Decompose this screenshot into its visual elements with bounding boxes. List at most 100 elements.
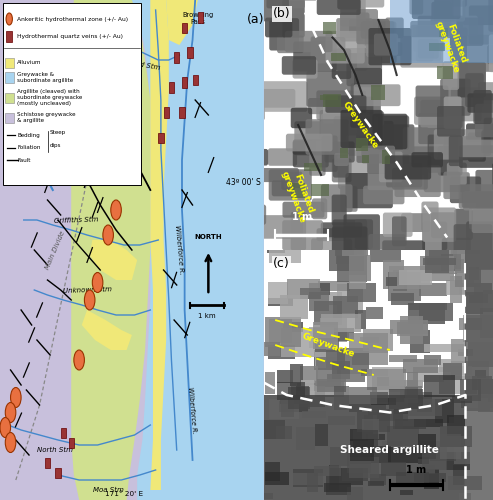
FancyBboxPatch shape [368, 158, 403, 190]
Bar [488, 394, 493, 402]
FancyBboxPatch shape [363, 186, 404, 204]
Bar [476, 245, 493, 268]
Bar [387, 426, 419, 446]
Bar [444, 228, 482, 248]
Bar [198, 12, 203, 22]
Bar [320, 94, 338, 100]
Bar [293, 473, 323, 484]
Text: 1 km: 1 km [198, 312, 216, 318]
Text: Browning
Pass: Browning Pass [182, 12, 213, 26]
Bar [268, 346, 295, 360]
Bar [419, 442, 442, 455]
Bar [423, 469, 439, 488]
Circle shape [5, 432, 16, 452]
FancyBboxPatch shape [383, 124, 415, 164]
Text: Greywacke &
subordinate argillite: Greywacke & subordinate argillite [17, 72, 73, 83]
Bar [383, 260, 404, 290]
FancyBboxPatch shape [443, 62, 459, 90]
FancyBboxPatch shape [394, 166, 441, 197]
Bar [344, 232, 362, 254]
Bar [361, 419, 379, 440]
FancyBboxPatch shape [413, 27, 444, 52]
Bar [296, 386, 309, 400]
Bar [419, 283, 447, 296]
Text: Alluvium: Alluvium [17, 60, 41, 65]
FancyBboxPatch shape [392, 216, 407, 246]
Bar [318, 281, 350, 290]
Bar [465, 250, 493, 500]
FancyBboxPatch shape [380, 42, 402, 56]
Bar [329, 466, 339, 490]
Bar [469, 294, 488, 303]
FancyBboxPatch shape [262, 168, 299, 182]
FancyBboxPatch shape [251, 89, 295, 108]
FancyBboxPatch shape [319, 110, 346, 140]
Text: Greywacke: Greywacke [300, 332, 355, 358]
Bar [314, 350, 345, 370]
Bar [265, 472, 288, 485]
Bar [326, 328, 354, 340]
Bar [443, 366, 472, 374]
FancyBboxPatch shape [252, 149, 268, 166]
Bar [366, 434, 386, 440]
Text: Schistose greywacke
& argillite: Schistose greywacke & argillite [17, 112, 75, 123]
FancyBboxPatch shape [442, 238, 471, 263]
FancyBboxPatch shape [469, 6, 493, 44]
Bar [362, 409, 374, 421]
Bar [463, 316, 493, 342]
FancyBboxPatch shape [443, 172, 460, 199]
Bar [437, 66, 453, 79]
FancyBboxPatch shape [322, 136, 338, 172]
FancyBboxPatch shape [488, 0, 493, 32]
FancyBboxPatch shape [416, 26, 433, 62]
FancyBboxPatch shape [409, 0, 423, 14]
Circle shape [92, 272, 103, 292]
FancyBboxPatch shape [293, 42, 337, 72]
Bar [174, 52, 179, 62]
FancyBboxPatch shape [386, 162, 422, 188]
Text: Wilberforce R.: Wilberforce R. [174, 225, 184, 275]
Bar [333, 296, 358, 318]
FancyBboxPatch shape [492, 163, 493, 191]
FancyBboxPatch shape [418, 16, 433, 46]
Bar [396, 272, 410, 284]
FancyBboxPatch shape [265, 18, 292, 38]
FancyBboxPatch shape [431, 18, 463, 38]
FancyBboxPatch shape [350, 96, 373, 128]
Bar [453, 243, 482, 269]
FancyBboxPatch shape [338, 150, 368, 189]
Bar [451, 339, 465, 363]
FancyBboxPatch shape [367, 112, 384, 142]
FancyBboxPatch shape [277, 36, 304, 53]
FancyBboxPatch shape [462, 0, 493, 25]
Bar [391, 294, 414, 306]
Bar [158, 132, 164, 142]
FancyBboxPatch shape [282, 56, 316, 74]
FancyBboxPatch shape [382, 240, 425, 254]
Bar [377, 410, 408, 421]
FancyBboxPatch shape [250, 100, 265, 120]
Bar [418, 458, 429, 464]
Bar [415, 420, 443, 427]
FancyBboxPatch shape [451, 88, 482, 122]
Bar [408, 400, 442, 416]
Bar [55, 468, 61, 477]
FancyBboxPatch shape [323, 104, 360, 124]
FancyBboxPatch shape [473, 90, 492, 124]
Bar [453, 465, 463, 485]
FancyBboxPatch shape [475, 104, 493, 137]
FancyBboxPatch shape [332, 48, 351, 79]
FancyBboxPatch shape [281, 177, 295, 190]
Bar [267, 232, 285, 254]
FancyBboxPatch shape [455, 136, 491, 154]
Bar [269, 246, 301, 263]
FancyBboxPatch shape [450, 176, 481, 203]
Text: NORTH: NORTH [195, 234, 222, 240]
Bar [430, 452, 457, 462]
Bar [347, 486, 363, 500]
Bar [350, 440, 374, 460]
Bar [315, 424, 328, 446]
FancyBboxPatch shape [337, 48, 367, 71]
FancyBboxPatch shape [450, 28, 468, 63]
Bar [5, 72, 14, 83]
